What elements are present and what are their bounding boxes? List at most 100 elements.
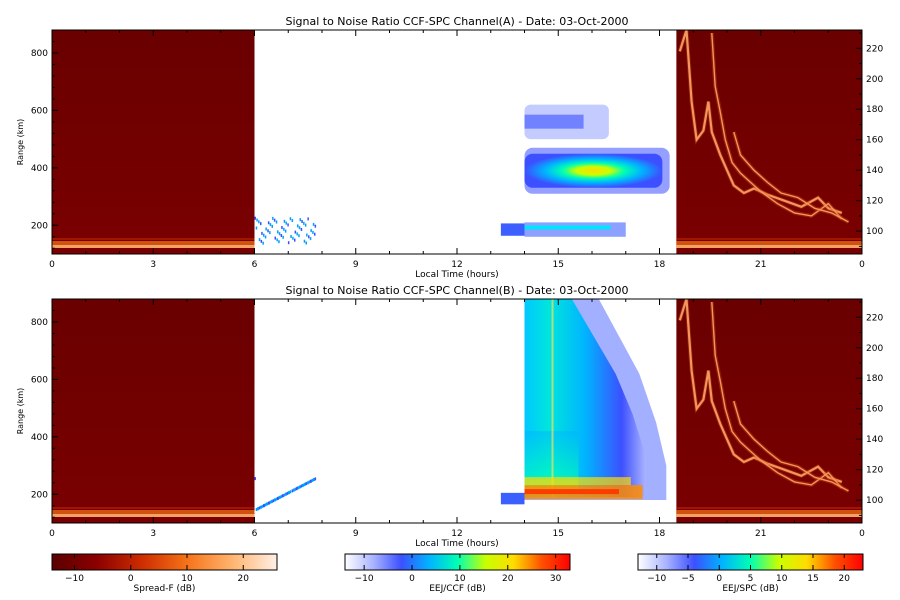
- echo-speckle: [254, 477, 256, 481]
- echo-speckle: [272, 499, 275, 503]
- echo-speckle: [269, 231, 271, 235]
- echo-speckle: [310, 229, 312, 233]
- echo-speckle: [291, 219, 294, 222]
- echo-speckle: [260, 505, 262, 509]
- echo-speckle: [303, 239, 306, 243]
- x-tick-label: 12: [451, 529, 462, 539]
- eej-onset-block: [500, 223, 525, 236]
- echo-speckle: [295, 487, 298, 491]
- eej-onset-block: [500, 492, 525, 505]
- y2-tick-label: 100: [866, 496, 883, 506]
- y2-tick-label: 180: [866, 374, 883, 384]
- x-tick-label: 12: [451, 260, 462, 270]
- echo-speckle: [258, 220, 260, 224]
- echo-speckle: [274, 236, 276, 240]
- echo-speckle: [275, 220, 278, 224]
- echo-speckle: [294, 238, 296, 242]
- plume-trace-halo: [731, 400, 850, 493]
- colorbar-tick-label: 0: [716, 574, 722, 584]
- echo-speckle: [300, 228, 303, 231]
- echo-speckle: [314, 477, 317, 481]
- echo-band: [676, 510, 862, 514]
- y-tick-label: 600: [31, 375, 48, 385]
- plot-area: [52, 299, 862, 523]
- y2-tick-label: 120: [866, 466, 883, 476]
- echo-speckle: [284, 229, 287, 233]
- echo-speckle: [301, 484, 304, 487]
- echo-band: [676, 238, 862, 240]
- x-tick-label: 18: [654, 260, 666, 270]
- echo-speckle: [289, 217, 292, 221]
- colorbar-tick-label: 20: [238, 574, 250, 584]
- echo-speckle: [298, 226, 301, 230]
- y2-tick-label: 100: [866, 227, 883, 237]
- x-axis-label: Local Time (hours): [415, 270, 498, 280]
- echo-speckle: [278, 240, 280, 244]
- chart-title: Signal to Noise Ratio CCF-SPC Channel(A)…: [285, 15, 628, 28]
- echo-speckle: [271, 224, 273, 228]
- echo-speckle: [280, 234, 283, 237]
- plume-trace: [711, 301, 843, 489]
- eej-upper-core: [524, 114, 584, 129]
- echo-speckle: [255, 508, 258, 511]
- plume-trace: [733, 131, 849, 223]
- echo-speckle: [287, 491, 290, 495]
- echo-speckle: [278, 232, 281, 236]
- plume-trace: [711, 32, 843, 220]
- echo-speckle: [314, 224, 317, 228]
- echo-speckle: [254, 216, 256, 220]
- y2-tick-label: 160: [866, 136, 883, 146]
- colorbar-gradient: [51, 553, 278, 571]
- echo-speckle: [299, 218, 301, 222]
- colorbar-tick-label: −10: [355, 574, 374, 584]
- segment-eej-spc: [676, 30, 862, 254]
- echo-speckle: [298, 485, 301, 489]
- y2-tick-label: 160: [866, 405, 883, 415]
- x-tick-label: 3: [150, 529, 156, 539]
- plume-trace-halo: [677, 30, 843, 215]
- y2-tick-label: 220: [866, 44, 883, 54]
- echo-speckle: [264, 235, 267, 239]
- x-tick-label: 0: [49, 529, 55, 539]
- echo-speckle: [311, 478, 314, 482]
- echo-speckle: [303, 483, 306, 487]
- y2-tick-label: 140: [866, 435, 883, 445]
- echo-speckle: [265, 227, 267, 231]
- echo-speckle: [283, 493, 286, 497]
- echo-speckle: [267, 501, 270, 505]
- eej-lower-core: [524, 225, 611, 230]
- echo-speckle: [283, 227, 285, 231]
- colorbar-tick-label: 15: [807, 574, 818, 584]
- echo-speckle: [314, 232, 316, 236]
- echo-speckle: [258, 238, 261, 242]
- y2-tick-label: 120: [866, 197, 883, 207]
- y-tick-label: 400: [31, 164, 48, 174]
- echo-speckle: [262, 241, 264, 245]
- plume-trace: [678, 30, 843, 214]
- echo-speckle: [264, 503, 267, 507]
- y2-tick-label: 200: [866, 344, 883, 354]
- echo-speckle: [289, 490, 292, 494]
- echo-speckle: [282, 235, 284, 239]
- echo-speckle: [255, 226, 258, 230]
- echo-speckle: [270, 500, 273, 504]
- eej-core-edge: [524, 477, 631, 486]
- echo-speckle: [272, 216, 274, 220]
- colorbar-tick-label: 20: [839, 574, 851, 584]
- x-tick-label: 21: [755, 529, 766, 539]
- echo-speckle: [284, 492, 287, 496]
- x-tick-label: 15: [553, 260, 564, 270]
- echo-speckle: [273, 218, 276, 222]
- plume-streak: [551, 299, 554, 498]
- plot-area: [52, 30, 862, 254]
- echo-speckle: [261, 231, 263, 235]
- echo-speckle: [305, 241, 307, 245]
- panel-channel-b: Signal to Noise Ratio CCF-SPC Channel(B)…: [16, 284, 883, 549]
- echo-speckle: [260, 222, 262, 226]
- colorbar-2: −10 0 10 20 30 EEJ/CCF (dB): [344, 553, 571, 594]
- echo-speckle: [291, 489, 294, 493]
- plume-trace-halo: [709, 301, 844, 490]
- colorbar-tick-label: 20: [502, 574, 514, 584]
- echo-speckle: [256, 218, 258, 222]
- segment-eej-spc: [676, 299, 862, 523]
